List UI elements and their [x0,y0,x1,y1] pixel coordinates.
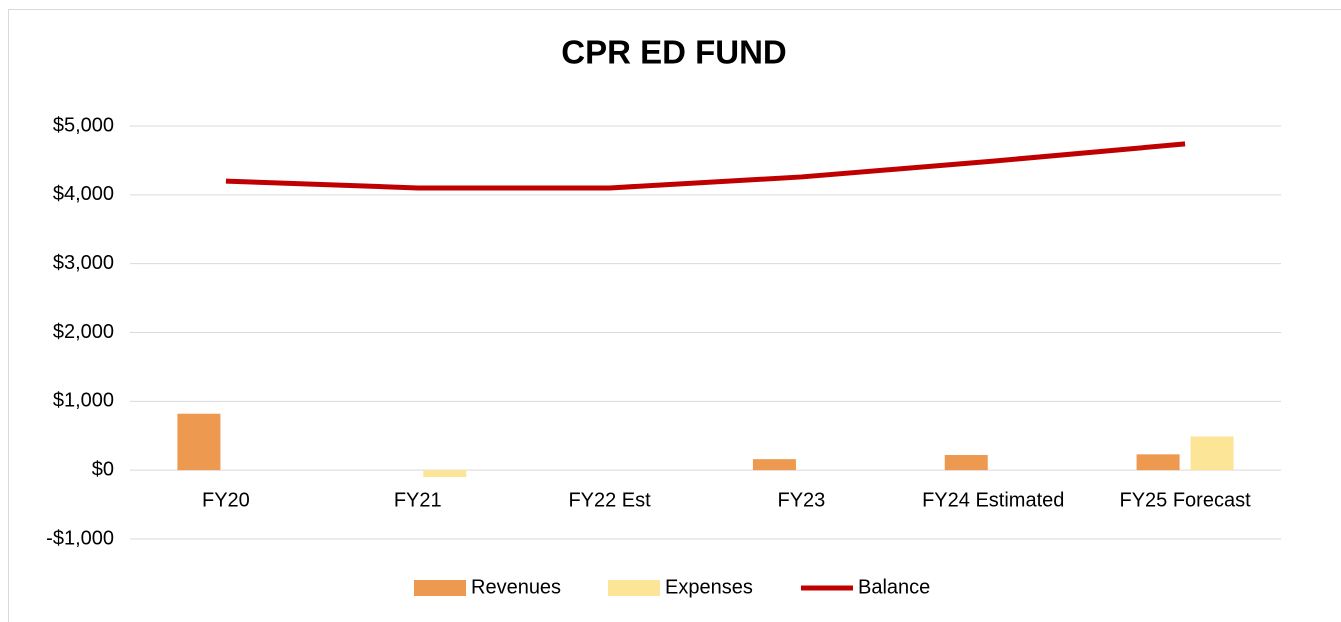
bar [1190,436,1234,471]
chart-border [8,9,1341,622]
legend-label: Balance [858,576,930,598]
line [225,141,1186,191]
x-tick-label: FY21 [394,489,442,511]
y-tick-label: $3,000 [53,252,114,274]
legend-swatch [414,580,466,596]
chart-title: CPR ED FUND [561,34,787,71]
y-tick-label: -$1,000 [46,527,114,549]
legend-swatch [608,580,660,596]
bar [944,455,988,471]
bar [1136,454,1180,471]
x-tick-label: FY22 Est [568,489,651,511]
x-tick-label: FY24 Estimated [922,489,1064,511]
x-tick-label: FY23 [778,489,826,511]
legend-label: Expenses [665,576,753,598]
y-tick-label: $5,000 [53,114,114,136]
bar [423,470,467,478]
legend-label: Revenues [471,576,561,598]
y-tick-label: $4,000 [53,183,114,205]
bar [752,459,796,471]
x-tick-label: FY20 [202,489,250,511]
x-tick-label: FY25 Forecast [1119,489,1251,511]
bar [177,413,221,471]
y-tick-label: $2,000 [53,321,114,343]
y-tick-label: $1,000 [53,390,114,412]
y-tick-label: $0 [92,458,114,480]
